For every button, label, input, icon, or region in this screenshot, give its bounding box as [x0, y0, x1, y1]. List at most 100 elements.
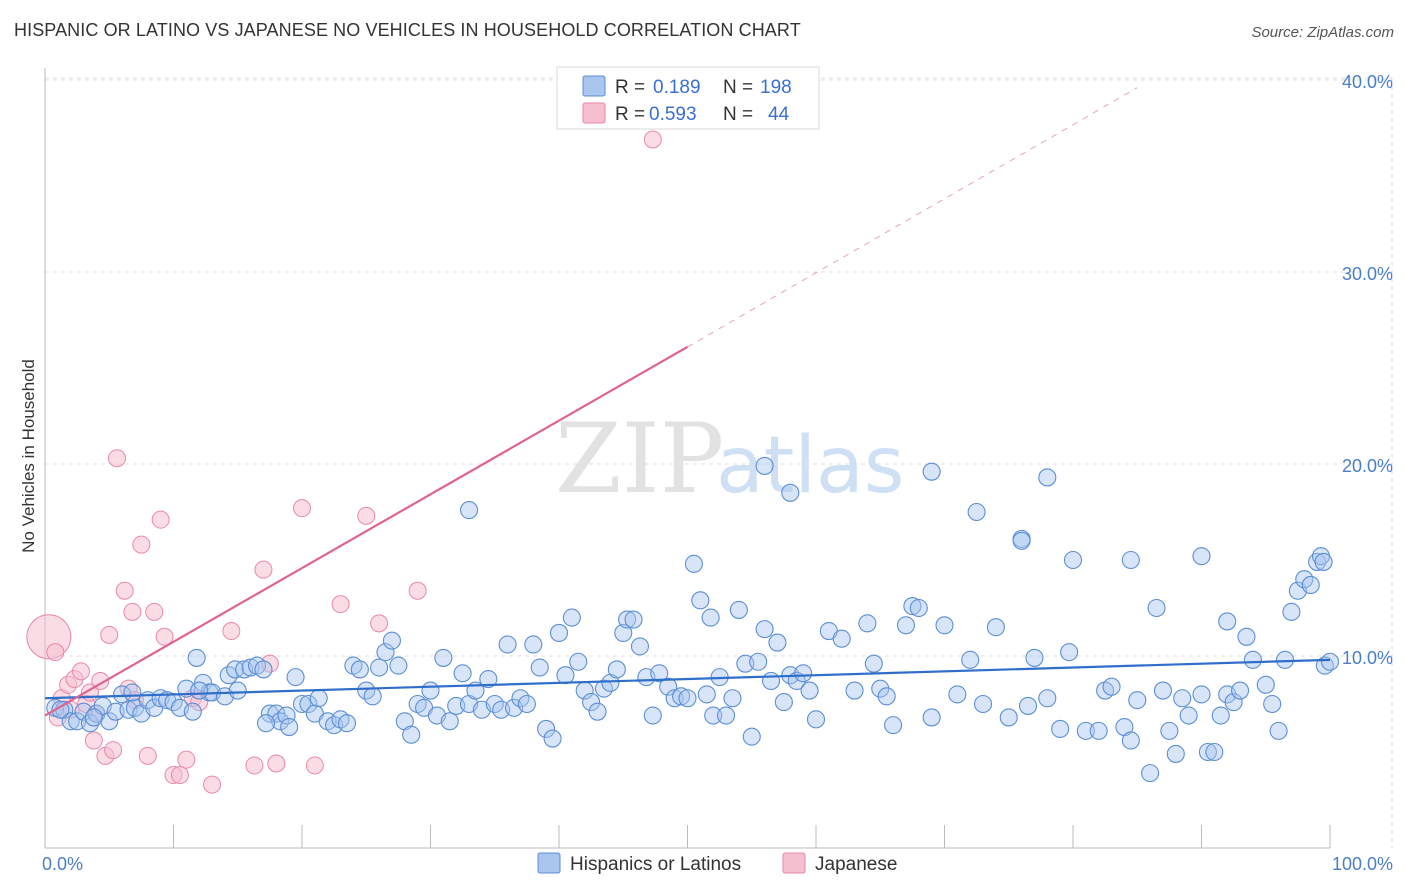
- data-point-japanese: [331, 595, 350, 614]
- data-point-hispanic: [973, 694, 993, 714]
- y-tick-label: 40.0%: [1342, 72, 1393, 92]
- data-point-hispanic: [1224, 693, 1243, 712]
- data-point-hispanic: [1025, 648, 1044, 667]
- data-point-hispanic: [569, 652, 588, 671]
- data-point-hispanic: [794, 664, 813, 683]
- data-point-hispanic: [1198, 742, 1217, 762]
- data-point-hispanic: [1173, 689, 1192, 708]
- data-point-hispanic: [183, 702, 202, 721]
- data-point-hispanic: [1256, 675, 1275, 694]
- data-point-hispanic: [650, 664, 669, 683]
- axes: [44, 68, 1331, 849]
- data-point-hispanic: [1192, 547, 1211, 566]
- data-point-hispanic: [350, 660, 369, 679]
- data-point-hispanic: [421, 681, 440, 700]
- data-point-hispanic: [337, 714, 357, 733]
- data-point-japanese: [145, 602, 164, 621]
- data-point-hispanic: [402, 725, 421, 744]
- data-point-hispanic: [1038, 468, 1057, 487]
- data-point-hispanic: [309, 689, 328, 708]
- data-point-hispanic: [254, 660, 273, 679]
- data-point-hispanic: [1128, 691, 1147, 710]
- data-point-hispanic: [1205, 742, 1224, 762]
- data-point-hispanic: [537, 719, 556, 739]
- data-point-hispanic: [190, 681, 209, 700]
- data-point-hispanic: [1063, 550, 1083, 570]
- data-point-hispanic: [832, 629, 851, 648]
- data-point-hispanic: [781, 483, 800, 502]
- data-point-hispanic: [618, 610, 637, 629]
- data-point-hispanic: [1121, 550, 1140, 570]
- data-point-hispanic: [858, 614, 877, 633]
- data-point-hispanic: [864, 654, 883, 673]
- data-point-hispanic: [1160, 721, 1179, 740]
- data-point-hispanic: [665, 689, 684, 708]
- bottom-legend-swatch-blue: [537, 852, 561, 874]
- data-point-hispanic: [292, 694, 312, 714]
- data-point-hispanic: [517, 694, 536, 714]
- data-point-hispanic: [1263, 694, 1282, 714]
- data-point-japanese: [84, 731, 103, 750]
- data-point-hispanic: [684, 554, 703, 573]
- data-point-hispanic: [742, 727, 761, 746]
- data-point-hispanic: [389, 656, 408, 675]
- data-point-hispanic: [1089, 721, 1108, 740]
- data-point-hispanic: [986, 618, 1005, 637]
- legend-n-label-2: N =: [723, 104, 753, 125]
- bottom-legend: Hispanics or Latinos Japanese: [537, 852, 897, 875]
- data-point-hispanic: [704, 706, 723, 725]
- tick-labels: 10.0% 20.0% 30.0% 40.0% 0.0% 100.0%: [42, 72, 1393, 874]
- data-point-hispanic: [624, 610, 643, 629]
- legend-r-label-1: R =: [615, 77, 645, 98]
- data-point-japanese: [71, 662, 90, 681]
- data-point-hispanic: [588, 702, 607, 721]
- data-point-hispanic: [1179, 706, 1198, 725]
- data-point-hispanic: [909, 598, 928, 618]
- data-point-hispanic: [363, 687, 382, 706]
- data-point-hispanic: [871, 679, 890, 698]
- trend-line-japanese: [44, 345, 689, 717]
- legend-swatch-blue: [582, 75, 606, 97]
- data-point-hispanic: [1301, 575, 1320, 595]
- data-point-hispanic: [1211, 706, 1230, 725]
- data-point-hispanic: [187, 648, 206, 667]
- data-point-japanese: [203, 775, 222, 794]
- data-point-hispanic: [434, 648, 453, 667]
- bottom-legend-label-japanese: Japanese: [815, 854, 897, 875]
- data-point-japanese: [104, 741, 123, 760]
- data-point-japanese: [370, 614, 389, 633]
- data-point-hispanic: [999, 708, 1018, 727]
- data-point-hispanic: [51, 700, 70, 719]
- legend-n-value-2: 44: [768, 104, 790, 125]
- watermark: ZIP atlas: [555, 403, 905, 515]
- legend-n-label-1: N =: [723, 77, 753, 98]
- data-point-hispanic: [453, 664, 472, 683]
- data-point-hispanic: [1237, 627, 1256, 646]
- data-point-hispanic: [691, 591, 710, 610]
- data-point-hispanic: [370, 658, 389, 677]
- data-point-hispanic: [582, 693, 601, 712]
- data-point-hispanic: [498, 635, 517, 654]
- data-point-hispanic: [1121, 731, 1140, 750]
- data-point-hispanic: [877, 687, 896, 706]
- y-axis-label: No Vehicles in Household: [19, 359, 38, 553]
- trend-line-japanese-extension: [687, 87, 1138, 348]
- data-point-hispanic: [967, 502, 986, 522]
- y-tick-label: 20.0%: [1342, 456, 1393, 476]
- chart-title: HISPANIC OR LATINO VS JAPANESE NO VEHICL…: [14, 20, 801, 40]
- data-point-japanese: [132, 535, 151, 554]
- data-point-hispanic: [672, 687, 691, 706]
- data-point-hispanic: [630, 637, 650, 656]
- data-point-japanese: [293, 499, 311, 518]
- data-point-hispanic: [1218, 612, 1237, 631]
- y-tick-label: 30.0%: [1342, 264, 1393, 284]
- data-point-hispanic: [549, 623, 569, 643]
- data-point-hispanic: [806, 710, 826, 729]
- data-point-hispanic: [1282, 602, 1301, 621]
- data-point-japanese: [115, 581, 134, 600]
- data-point-hispanic: [755, 620, 774, 639]
- data-point-hispanic: [286, 668, 305, 687]
- data-point-hispanic: [556, 666, 575, 685]
- data-point-hispanic: [749, 652, 768, 671]
